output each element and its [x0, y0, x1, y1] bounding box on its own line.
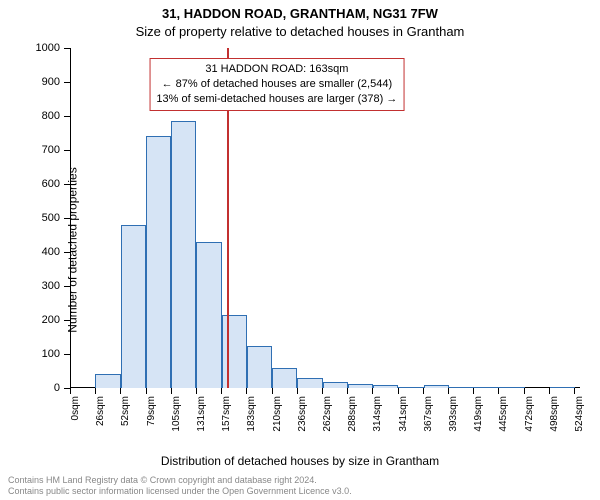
x-tick [246, 388, 247, 394]
x-tick-label: 262sqm [322, 396, 333, 432]
y-tick-label: 500 [42, 212, 60, 224]
y-tick [64, 320, 70, 321]
y-tick [64, 286, 70, 287]
callout-box: 31 HADDON ROAD: 163sqm← 87% of detached … [149, 58, 404, 111]
x-tick-label: 288sqm [347, 396, 358, 432]
y-tick-label: 400 [42, 246, 60, 258]
y-tick [64, 252, 70, 253]
y-tick-label: 900 [42, 76, 60, 88]
x-tick [196, 388, 197, 394]
histogram-bar [121, 225, 146, 388]
histogram-bar [424, 385, 449, 388]
x-tick [398, 388, 399, 394]
x-tick [372, 388, 373, 394]
x-tick-label: 236sqm [297, 396, 308, 432]
x-tick-label: 314sqm [372, 396, 383, 432]
histogram-bar [171, 121, 196, 388]
histogram-bar [95, 374, 120, 388]
histogram-bar [474, 387, 499, 388]
x-tick [574, 388, 575, 394]
chart-title-line2: Size of property relative to detached ho… [0, 24, 600, 39]
y-tick [64, 184, 70, 185]
x-tick-label: 393sqm [448, 396, 459, 432]
histogram-bar [297, 378, 322, 388]
y-tick [64, 218, 70, 219]
x-tick [70, 388, 71, 394]
histogram-bar [550, 387, 575, 388]
callout-line: ← 87% of detached houses are smaller (2,… [156, 77, 397, 92]
y-tick-label: 300 [42, 280, 60, 292]
x-tick [272, 388, 273, 394]
x-tick-label: 157sqm [221, 396, 232, 432]
x-tick-label: 26sqm [95, 396, 106, 426]
histogram-bar [222, 315, 247, 388]
x-tick-label: 131sqm [196, 396, 207, 432]
y-axis-line [70, 48, 71, 388]
credit-text: Contains HM Land Registry data © Crown c… [8, 475, 352, 498]
histogram-bar [449, 387, 474, 388]
y-tick [64, 116, 70, 117]
x-tick [498, 388, 499, 394]
credit-line1: Contains HM Land Registry data © Crown c… [8, 475, 352, 487]
y-tick-label: 100 [42, 348, 60, 360]
x-tick [95, 388, 96, 394]
x-tick [221, 388, 222, 394]
plot-area: 010020030040050060070080090010000sqm26sq… [70, 48, 580, 388]
y-tick [64, 48, 70, 49]
x-tick-label: 52sqm [120, 396, 131, 426]
x-tick-label: 183sqm [246, 396, 257, 432]
plot-inner: 010020030040050060070080090010000sqm26sq… [70, 48, 580, 388]
x-tick [120, 388, 121, 394]
callout-line: 31 HADDON ROAD: 163sqm [156, 62, 397, 77]
x-tick-label: 105sqm [171, 396, 182, 432]
x-tick [297, 388, 298, 394]
y-tick-label: 1000 [36, 42, 60, 54]
x-tick-label: 367sqm [423, 396, 434, 432]
chart-title-line1: 31, HADDON ROAD, GRANTHAM, NG31 7FW [0, 6, 600, 21]
x-tick-label: 341sqm [398, 396, 409, 432]
histogram-bar [146, 136, 171, 388]
histogram-bar [196, 242, 221, 388]
y-tick-label: 0 [54, 382, 60, 394]
histogram-bar [247, 346, 272, 389]
x-tick [171, 388, 172, 394]
x-tick [423, 388, 424, 394]
y-tick [64, 150, 70, 151]
y-tick-label: 200 [42, 314, 60, 326]
histogram-bar [348, 384, 373, 388]
histogram-bar [373, 385, 398, 388]
x-tick [347, 388, 348, 394]
y-tick [64, 354, 70, 355]
chart-container: 31, HADDON ROAD, GRANTHAM, NG31 7FW Size… [0, 0, 600, 500]
x-tick [146, 388, 147, 394]
histogram-bar [272, 368, 297, 388]
x-tick-label: 472sqm [524, 396, 535, 432]
x-tick [473, 388, 474, 394]
callout-line: 13% of semi-detached houses are larger (… [156, 92, 397, 107]
x-tick-label: 79sqm [146, 396, 157, 426]
x-tick-label: 524sqm [574, 396, 585, 432]
histogram-bar [499, 387, 524, 388]
y-tick-label: 800 [42, 110, 60, 122]
x-tick-label: 445sqm [498, 396, 509, 432]
histogram-bar [323, 382, 348, 388]
x-tick [448, 388, 449, 394]
x-tick-label: 210sqm [272, 396, 283, 432]
x-axis-label: Distribution of detached houses by size … [0, 454, 600, 468]
histogram-bar [398, 387, 423, 388]
x-tick [524, 388, 525, 394]
y-tick-label: 700 [42, 144, 60, 156]
x-tick [322, 388, 323, 394]
y-tick-label: 600 [42, 178, 60, 190]
x-tick-label: 419sqm [473, 396, 484, 432]
y-tick [64, 82, 70, 83]
credit-line2: Contains public sector information licen… [8, 486, 352, 498]
x-tick-label: 0sqm [70, 396, 81, 420]
x-tick [549, 388, 550, 394]
x-tick-label: 498sqm [549, 396, 560, 432]
